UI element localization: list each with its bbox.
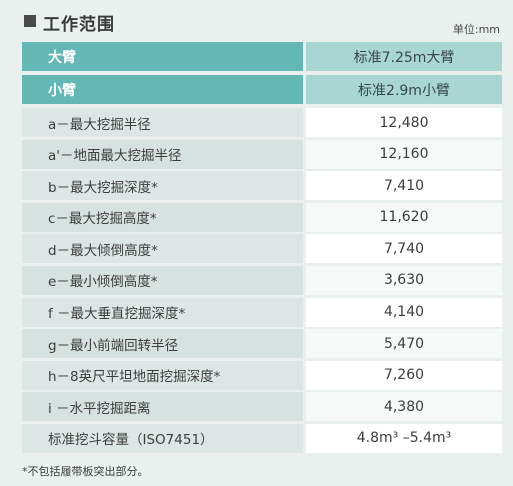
row-label: c－最大挖掘高度* [22, 202, 303, 232]
row-value: 4,380 [306, 392, 502, 422]
row-value: 7,410 [306, 171, 502, 201]
row-label: i －水平挖掘距离 [22, 392, 303, 422]
table-header-row: 小臂 标准2.9m小臂 [22, 75, 502, 104]
table-row: c－最大挖掘高度* 11,620 [22, 202, 502, 232]
row-value: 12,160 [306, 139, 502, 169]
row-label: d－最大倾倒高度* [22, 234, 303, 264]
row-label: h－8英尺平坦地面挖掘深度* [22, 360, 303, 390]
page-title: 工作范围 [43, 15, 115, 35]
row-label: f －最大垂直挖掘深度* [22, 297, 303, 327]
table-header-row: 大臂 标准7.25m大臂 [22, 42, 502, 71]
footnote: *不包括履带板突出部分。 [22, 465, 149, 478]
row-label: a－最大挖掘半径 [22, 108, 303, 137]
row-label: g－最小前端回转半径 [22, 329, 303, 359]
row-value: 7,740 [306, 234, 502, 264]
row-label: b－最大挖掘深度* [22, 171, 303, 201]
row-label: e－最小倾倒高度* [22, 265, 303, 295]
header-label: 小臂 [22, 75, 303, 104]
row-label: a'－地面最大挖掘半径 [22, 139, 303, 169]
table-row: g－最小前端回转半径 5,470 [22, 329, 502, 359]
row-value: 11,620 [306, 202, 502, 232]
header-value: 标准7.25m大臂 [306, 42, 502, 71]
table-row: 标准挖斗容量（ISO7451） 4.8m³ –5.4m³ [22, 423, 502, 453]
row-label: 标准挖斗容量（ISO7451） [22, 423, 303, 453]
table-row: f －最大垂直挖掘深度* 4,140 [22, 297, 502, 327]
header-value: 标准2.9m小臂 [306, 75, 502, 104]
title-marker-square [24, 15, 36, 27]
header-label: 大臂 [22, 42, 303, 71]
row-value: 7,260 [306, 360, 502, 390]
row-value: 3,630 [306, 265, 502, 295]
table-row: h－8英尺平坦地面挖掘深度* 7,260 [22, 360, 502, 390]
table-row: b－最大挖掘深度* 7,410 [22, 171, 502, 201]
table-row: a－最大挖掘半径 12,480 [22, 108, 502, 137]
working-range-table: 大臂 标准7.25m大臂 小臂 标准2.9m小臂 a－最大挖掘半径 12,480… [22, 42, 502, 453]
table-row: i －水平挖掘距离 4,380 [22, 392, 502, 422]
row-value: 4,140 [306, 297, 502, 327]
table-row: a'－地面最大挖掘半径 12,160 [22, 139, 502, 169]
table-row: d－最大倾倒高度* 7,740 [22, 234, 502, 264]
row-value: 4.8m³ –5.4m³ [306, 423, 502, 453]
table-row: e－最小倾倒高度* 3,630 [22, 265, 502, 295]
unit-label: 单位:mm [452, 23, 500, 36]
row-value: 12,480 [306, 108, 502, 137]
row-value: 5,470 [306, 329, 502, 359]
